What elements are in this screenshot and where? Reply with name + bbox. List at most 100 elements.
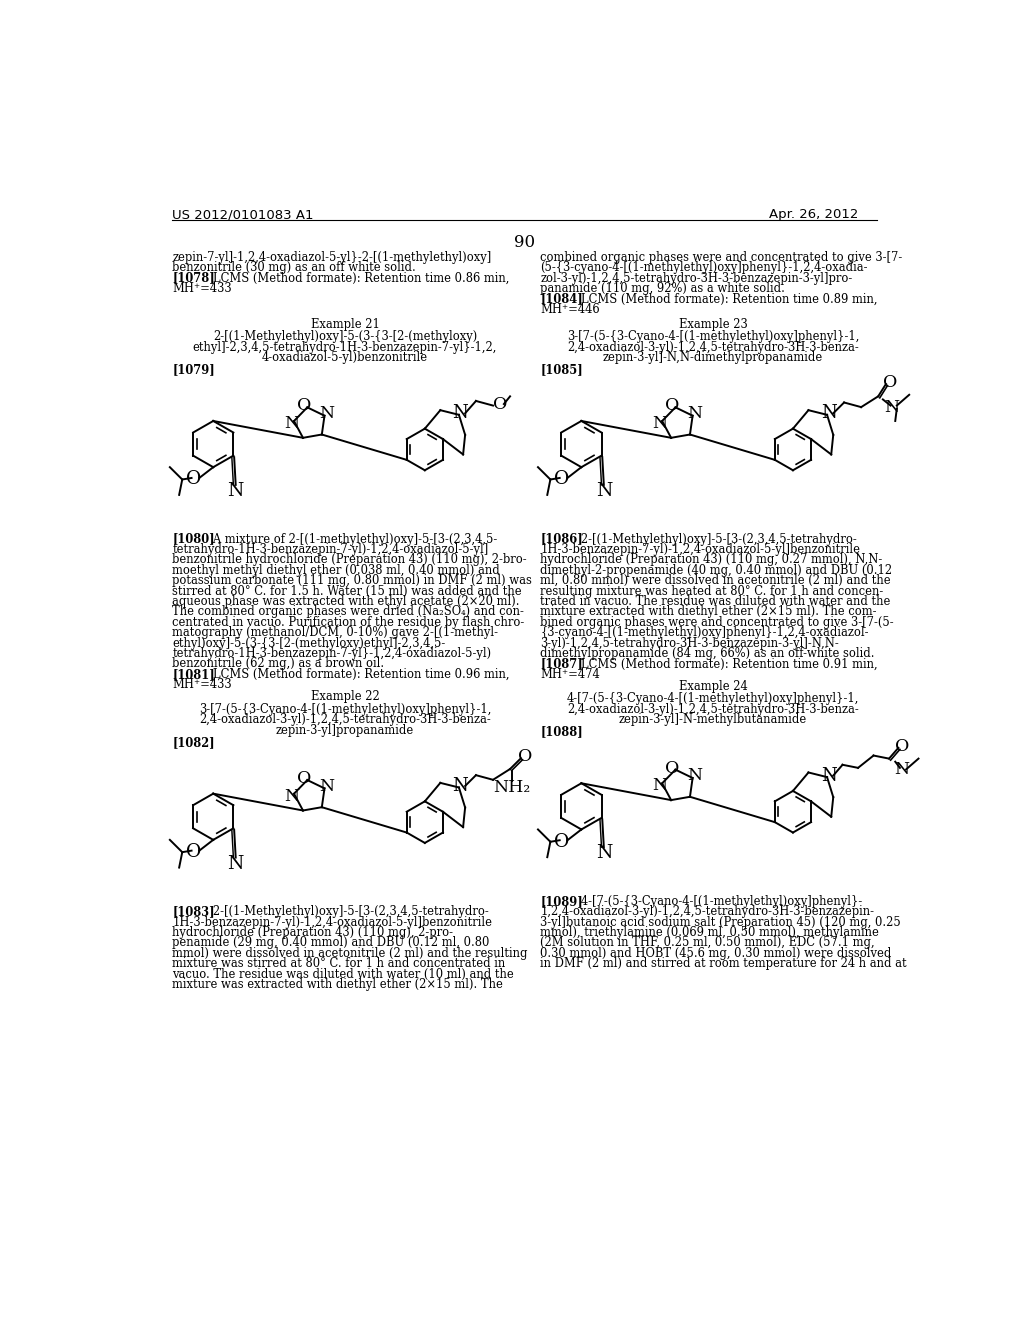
Text: US 2012/0101083 A1: US 2012/0101083 A1: [172, 209, 313, 222]
Text: zepin-3-yl]-N-methylbutanamide: zepin-3-yl]-N-methylbutanamide: [618, 713, 807, 726]
Text: mmol) were dissolved in acetonitrile (2 ml) and the resulting: mmol) were dissolved in acetonitrile (2 …: [172, 946, 527, 960]
Text: Apr. 26, 2012: Apr. 26, 2012: [769, 209, 859, 222]
Text: MH⁺=474: MH⁺=474: [541, 668, 600, 681]
Text: 3-yl)-1,2,4,5-tetrahydro-3H-3-benzazepin-3-yl]-N,N-: 3-yl)-1,2,4,5-tetrahydro-3H-3-benzazepin…: [541, 636, 839, 649]
Text: 4-[7-(5-{3-Cyano-4-[(1-methylethyl)oxy]phenyl}-: 4-[7-(5-{3-Cyano-4-[(1-methylethyl)oxy]p…: [569, 895, 862, 908]
Text: N: N: [596, 482, 612, 500]
Text: N: N: [227, 482, 244, 500]
Text: [1086]: [1086]: [541, 533, 583, 545]
Text: N: N: [652, 414, 668, 432]
Text: zepin-3-yl]propanamide: zepin-3-yl]propanamide: [275, 723, 414, 737]
Text: MH⁺=446: MH⁺=446: [541, 302, 600, 315]
Text: [1082]: [1082]: [172, 737, 215, 748]
Text: benzonitrile (62 mg,) as a brown oil.: benzonitrile (62 mg,) as a brown oil.: [172, 657, 384, 671]
Text: N: N: [453, 777, 468, 795]
Text: N: N: [319, 777, 335, 795]
Text: N: N: [319, 405, 335, 422]
Text: tetrahydro-1H-3-benzazepin-7-yl)-1,2,4-oxadiazol-5-yl]: tetrahydro-1H-3-benzazepin-7-yl)-1,2,4-o…: [172, 543, 488, 556]
Text: aqueous phase was extracted with ethyl acetate (2×20 ml).: aqueous phase was extracted with ethyl a…: [172, 595, 519, 609]
Text: O: O: [493, 396, 507, 413]
Text: 1H-3-benzazepin-7-yl)-1,2,4-oxadiazol-5-yl]benzonitrile: 1H-3-benzazepin-7-yl)-1,2,4-oxadiazol-5-…: [172, 916, 493, 929]
Text: [1085]: [1085]: [541, 363, 583, 376]
Text: 3-[7-(5-{3-Cyano-4-[(1-methylethyl)oxy]phenyl}-1,: 3-[7-(5-{3-Cyano-4-[(1-methylethyl)oxy]p…: [199, 702, 492, 715]
Text: mixture extracted with diethyl ether (2×15 ml). The com-: mixture extracted with diethyl ether (2×…: [541, 606, 877, 618]
Text: [1078]: [1078]: [172, 272, 215, 285]
Text: 0.30 mmol) and HOBT (45.6 mg, 0.30 mmol) were dissolved: 0.30 mmol) and HOBT (45.6 mg, 0.30 mmol)…: [541, 946, 892, 960]
Text: bined organic phases were and concentrated to give 3-[7-(5-: bined organic phases were and concentrat…: [541, 615, 894, 628]
Text: stirred at 80° C. for 1.5 h. Water (15 ml) was added and the: stirred at 80° C. for 1.5 h. Water (15 m…: [172, 585, 522, 598]
Text: [1083]: [1083]: [172, 906, 215, 919]
Text: 1H-3-benzazepin-7-yl)-1,2,4-oxadiazol-5-yl]benzonitrile: 1H-3-benzazepin-7-yl)-1,2,4-oxadiazol-5-…: [541, 543, 860, 556]
Text: O: O: [554, 833, 569, 851]
Text: LCMS (Method formate): Retention time 0.89 min,: LCMS (Method formate): Retention time 0.…: [569, 293, 878, 305]
Text: zepin-7-yl]-1,2,4-oxadiazol-5-yl}-2-[(1-methylethyl)oxy]: zepin-7-yl]-1,2,4-oxadiazol-5-yl}-2-[(1-…: [172, 251, 492, 264]
Text: LCMS (Method formate): Retention time 0.96 min,: LCMS (Method formate): Retention time 0.…: [202, 668, 509, 681]
Text: [1088]: [1088]: [541, 726, 583, 738]
Text: {3-cyano-4-[(1-methylethyl)oxy]phenyl}-1,2,4-oxadiazol-: {3-cyano-4-[(1-methylethyl)oxy]phenyl}-1…: [541, 626, 868, 639]
Text: The combined organic phases were dried (Na₂SO₄) and con-: The combined organic phases were dried (…: [172, 606, 524, 618]
Text: zepin-3-yl]-N,N-dimethylpropanamide: zepin-3-yl]-N,N-dimethylpropanamide: [603, 351, 823, 364]
Text: trated in vacuo. The residue was diluted with water and the: trated in vacuo. The residue was diluted…: [541, 595, 891, 609]
Text: N: N: [820, 767, 837, 784]
Text: N: N: [687, 405, 702, 422]
Text: (2M solution in THF, 0.25 ml, 0.50 mmol), EDC (57.1 mg,: (2M solution in THF, 0.25 ml, 0.50 mmol)…: [541, 936, 874, 949]
Text: ethyl]-2,3,4,5-tetrahydro-1H-3-benzazepin-7-yl}-1,2,: ethyl]-2,3,4,5-tetrahydro-1H-3-benzazepi…: [193, 341, 498, 354]
Text: 1,2,4-oxadiazol-3-yl)-1,2,4,5-tetrahydro-3H-3-benzazepin-: 1,2,4-oxadiazol-3-yl)-1,2,4,5-tetrahydro…: [541, 906, 874, 919]
Text: panamide (110 mg, 92%) as a white solid.: panamide (110 mg, 92%) as a white solid.: [541, 282, 785, 294]
Text: centrated in vacuo. Purification of the residue by flash chro-: centrated in vacuo. Purification of the …: [172, 615, 524, 628]
Text: A mixture of 2-[(1-methylethyl)oxy]-5-[3-(2,3,4,5-: A mixture of 2-[(1-methylethyl)oxy]-5-[3…: [202, 533, 497, 545]
Text: vacuo. The residue was diluted with water (10 ml) and the: vacuo. The residue was diluted with wate…: [172, 968, 514, 981]
Text: N: N: [227, 855, 244, 873]
Text: mixture was stirred at 80° C. for 1 h and concentrated in: mixture was stirred at 80° C. for 1 h an…: [172, 957, 506, 970]
Text: penamide (29 mg, 0.40 mmol) and DBU (0.12 ml, 0.80: penamide (29 mg, 0.40 mmol) and DBU (0.1…: [172, 936, 489, 949]
Text: Example 21: Example 21: [310, 318, 380, 331]
Text: N: N: [284, 414, 299, 432]
Text: benzonitrile hydrochloride (Preparation 43) (110 mg), 2-bro-: benzonitrile hydrochloride (Preparation …: [172, 553, 526, 566]
Text: [1084]: [1084]: [541, 293, 583, 305]
Text: in DMF (2 ml) and stirred at room temperature for 24 h and at: in DMF (2 ml) and stirred at room temper…: [541, 957, 907, 970]
Text: combined organic phases were and concentrated to give 3-[7-: combined organic phases were and concent…: [541, 251, 902, 264]
Text: [1080]: [1080]: [172, 533, 215, 545]
Text: MH⁺=433: MH⁺=433: [172, 282, 231, 294]
Text: hydrochloride (Preparation 43) (110 mg), 2-pro-: hydrochloride (Preparation 43) (110 mg),…: [172, 927, 454, 939]
Text: [1087]: [1087]: [541, 657, 583, 671]
Text: N: N: [820, 404, 837, 422]
Text: [1089]: [1089]: [541, 895, 583, 908]
Text: mixture was extracted with diethyl ether (2×15 ml). The: mixture was extracted with diethyl ether…: [172, 978, 503, 991]
Text: (5-{3-cyano-4-[(1-methylethyl)oxy]phenyl}-1,2,4-oxadia-: (5-{3-cyano-4-[(1-methylethyl)oxy]phenyl…: [541, 261, 867, 275]
Text: [1079]: [1079]: [172, 363, 215, 376]
Text: zol-3-yl)-1,2,4,5-tetrahydro-3H-3-benzazepin-3-yl]pro-: zol-3-yl)-1,2,4,5-tetrahydro-3H-3-benzaz…: [541, 272, 853, 285]
Text: Example 23: Example 23: [679, 318, 748, 331]
Text: [1081]: [1081]: [172, 668, 215, 681]
Text: N: N: [453, 404, 468, 422]
Text: O: O: [883, 374, 897, 391]
Text: Example 24: Example 24: [679, 680, 748, 693]
Text: N: N: [885, 399, 900, 416]
Text: potassium carbonate (111 mg, 0.80 mmol) in DMF (2 ml) was: potassium carbonate (111 mg, 0.80 mmol) …: [172, 574, 532, 587]
Text: 2,4-oxadiazol-3-yl)-1,2,4,5-tetrahydro-3H-3-benza-: 2,4-oxadiazol-3-yl)-1,2,4,5-tetrahydro-3…: [199, 713, 490, 726]
Text: 2-[(1-Methylethyl)oxy]-5-(3-{3-[2-(methyloxy): 2-[(1-Methylethyl)oxy]-5-(3-{3-[2-(methy…: [213, 330, 477, 343]
Text: N: N: [687, 767, 702, 784]
Text: tetrahydro-1H-3-benzazepin-7-yl}-1,2,4-oxadiazol-5-yl): tetrahydro-1H-3-benzazepin-7-yl}-1,2,4-o…: [172, 647, 492, 660]
Text: 2-[(1-Methylethyl)oxy]-5-[3-(2,3,4,5-tetrahydro-: 2-[(1-Methylethyl)oxy]-5-[3-(2,3,4,5-tet…: [202, 906, 488, 919]
Text: N: N: [652, 777, 668, 795]
Text: O: O: [186, 470, 202, 488]
Text: Example 22: Example 22: [310, 690, 379, 704]
Text: O: O: [517, 748, 532, 766]
Text: 3-yl]butanoic acid sodium salt (Preparation 45) (120 mg, 0.25: 3-yl]butanoic acid sodium salt (Preparat…: [541, 916, 901, 929]
Text: O: O: [666, 759, 680, 776]
Text: N: N: [894, 760, 909, 777]
Text: ml, 0.80 mmol) were dissolved in acetonitrile (2 ml) and the: ml, 0.80 mmol) were dissolved in acetoni…: [541, 574, 891, 587]
Text: 4-[7-(5-{3-Cyano-4-[(1-methylethyl)oxy]phenyl}-1,: 4-[7-(5-{3-Cyano-4-[(1-methylethyl)oxy]p…: [567, 693, 859, 705]
Text: LCMS (Method formate): Retention time 0.86 min,: LCMS (Method formate): Retention time 0.…: [202, 272, 509, 285]
Text: 2-[(1-Methylethyl)oxy]-5-[3-(2,3,4,5-tetrahydro-: 2-[(1-Methylethyl)oxy]-5-[3-(2,3,4,5-tet…: [569, 533, 856, 545]
Text: N: N: [284, 788, 299, 804]
Text: mmol), triethylamine (0.069 ml, 0.50 mmol), methylamine: mmol), triethylamine (0.069 ml, 0.50 mmo…: [541, 927, 880, 939]
Text: 2,4-oxadiazol-3-yl)-1,2,4,5-tetrahydro-3H-3-benza-: 2,4-oxadiazol-3-yl)-1,2,4,5-tetrahydro-3…: [567, 702, 859, 715]
Text: O: O: [297, 770, 311, 787]
Text: N: N: [596, 845, 612, 862]
Text: hydrochloride (Preparation 43) (110 mg, 0.27 mmol), N,N-: hydrochloride (Preparation 43) (110 mg, …: [541, 553, 883, 566]
Text: NH₂: NH₂: [493, 779, 530, 796]
Text: MH⁺=433: MH⁺=433: [172, 678, 231, 692]
Text: dimethylpropanamide (84 mg, 66%) as an off-white solid.: dimethylpropanamide (84 mg, 66%) as an o…: [541, 647, 874, 660]
